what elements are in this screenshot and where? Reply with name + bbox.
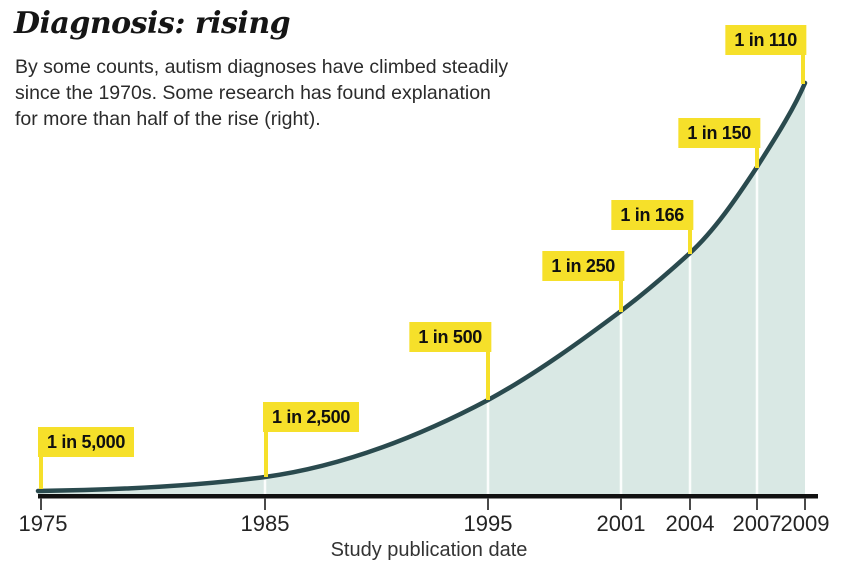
data-label-flag-1975: 1 in 5,000 (38, 427, 135, 457)
x-axis-title: Study publication date (330, 539, 528, 561)
data-label-flag-1995: 1 in 500 (409, 322, 491, 352)
data-label-flag-2007: 1 in 150 (678, 118, 760, 148)
x-tick-label-1985: 1985 (240, 511, 290, 536)
vertical-gridlines (263, 170, 759, 494)
trend-curve (35, 80, 808, 494)
x-tick-label-1975: 1975 (18, 511, 68, 536)
x-axis-ticks (40, 498, 806, 510)
area-fill (38, 83, 805, 495)
subtitle-line-3: for more than half of the rise (right). (15, 108, 321, 130)
x-tick-label-2004: 2004 (665, 511, 715, 536)
x-tick-label-2009: 2009 (780, 511, 830, 536)
x-tick-label-1995: 1995 (463, 511, 513, 536)
data-label-flag-2004: 1 in 166 (611, 200, 693, 230)
x-tick-label-2007: 2007 (732, 511, 782, 536)
subtitle-line-1: By some counts, autism diagnoses have cl… (15, 56, 509, 78)
flag-poles (39, 53, 805, 489)
x-axis-line (38, 494, 818, 499)
x-tick-label-2001: 2001 (596, 511, 646, 536)
data-label-flag-2001: 1 in 250 (542, 251, 624, 281)
data-label-flag-2009: 1 in 110 (725, 25, 806, 55)
data-label-flag-1985: 1 in 2,500 (263, 402, 360, 432)
subtitle-line-2: since the 1970s. Some research has found… (15, 82, 491, 104)
chart-title: Diagnosis: rising (14, 6, 291, 41)
chart-subtitle: By some counts, autism diagnoses have cl… (15, 54, 508, 132)
